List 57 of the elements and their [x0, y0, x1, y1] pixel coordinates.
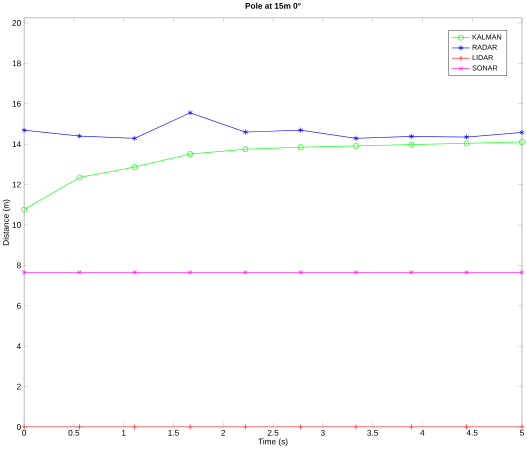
x-tick-label: 2	[221, 430, 226, 436]
point	[242, 424, 248, 430]
point	[298, 127, 304, 134]
y-axis-title: Distance (m)	[2, 200, 10, 246]
point	[76, 424, 82, 430]
point	[298, 270, 303, 275]
point	[132, 424, 138, 430]
y-tick-label: 0	[16, 424, 21, 430]
point	[464, 140, 470, 146]
y-tick-label: 2	[16, 384, 21, 390]
y-tick-label: 10	[12, 222, 21, 228]
y-tick-label: 14	[12, 141, 21, 148]
x-tick-label: 5	[520, 430, 524, 436]
y-tick-label: 12	[12, 182, 21, 188]
x-tick-label: 0.5	[68, 430, 80, 436]
y-tick-label: 8	[16, 262, 21, 268]
x-tick-label: 2.5	[268, 430, 278, 436]
point	[242, 146, 248, 152]
x-tick-label: 1	[122, 430, 126, 436]
point	[77, 270, 82, 275]
x-tick-label: 1.5	[168, 430, 179, 436]
point	[242, 129, 248, 136]
y-tick-label: 6	[16, 302, 21, 309]
y-tick-label: 18	[12, 60, 21, 66]
point	[408, 424, 414, 430]
point	[408, 142, 414, 148]
point	[188, 110, 193, 116]
point	[187, 151, 193, 158]
point	[464, 134, 470, 140]
x-tick-label: 4.5	[466, 430, 478, 436]
point	[464, 270, 469, 275]
point	[187, 424, 193, 430]
point	[76, 133, 82, 140]
y-tick-label: 20	[12, 20, 21, 26]
point	[409, 270, 414, 275]
point	[298, 424, 304, 430]
point	[132, 136, 138, 142]
point	[132, 270, 137, 275]
point	[354, 270, 358, 275]
x-tick-label: 3.5	[367, 430, 378, 436]
point	[353, 136, 359, 142]
point	[353, 143, 359, 149]
point	[132, 164, 138, 170]
point	[243, 270, 248, 275]
point	[353, 424, 359, 430]
point	[408, 134, 414, 140]
y-tick-label: 4	[16, 343, 21, 350]
y-tick-label: 16	[12, 100, 21, 107]
point	[188, 270, 192, 275]
chart-title: Pole at 15m 0°	[246, 2, 301, 9]
point	[76, 174, 82, 180]
x-tick-label: 3	[320, 430, 325, 436]
x-tick-label: 0	[22, 430, 26, 436]
x-axis-title: Time (s)	[258, 438, 288, 446]
point	[464, 424, 470, 430]
point	[298, 144, 304, 150]
x-tick-label: 4	[420, 430, 424, 436]
